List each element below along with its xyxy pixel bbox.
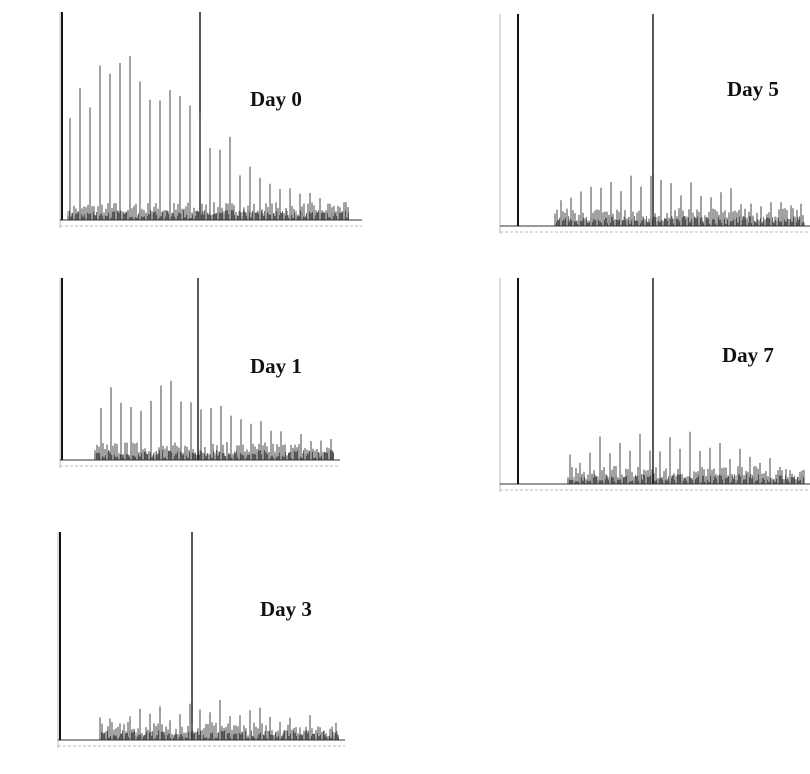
panel-label: Day 3: [260, 597, 312, 621]
panel-label: Day 1: [250, 354, 302, 378]
baseline-noise: [554, 216, 805, 226]
baseline-noise: [67, 210, 349, 220]
baseline-noise: [99, 730, 339, 740]
peaks: [99, 700, 339, 740]
panel-label: Day 7: [722, 343, 774, 367]
baseline-noise: [567, 474, 804, 484]
panel-label: Day 5: [727, 77, 779, 101]
panel-label: Day 0: [250, 87, 302, 111]
baseline-noise: [94, 450, 334, 460]
chromatograms: [57, 12, 810, 748]
